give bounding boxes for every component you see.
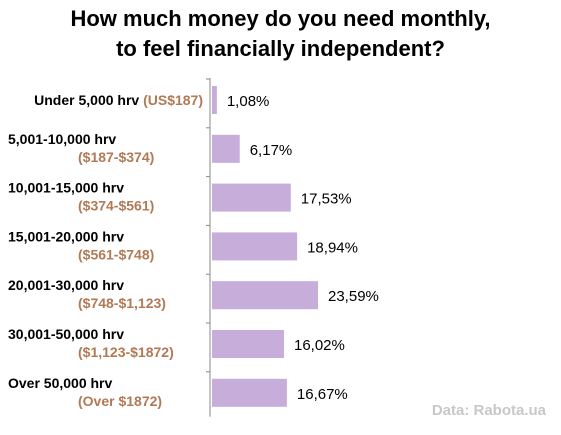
category-label-hrv: 15,001-20,000 hrv — [8, 228, 124, 244]
bar — [212, 232, 298, 261]
bar — [212, 134, 240, 163]
bar — [212, 281, 318, 310]
category-label-usd: ($748-$1,123) — [78, 295, 166, 311]
category-label-hrv: Over 50,000 hrv — [8, 375, 113, 391]
category-label-hrv: 30,001-50,000 hrv — [8, 326, 124, 342]
category-label-usd: (US$187) — [143, 92, 203, 108]
category-label-usd: ($561-$748) — [78, 246, 154, 262]
bar-value-label: 1,08% — [227, 93, 270, 110]
bar-value-label: 16,67% — [297, 386, 348, 403]
bar-value-label: 16,02% — [294, 337, 345, 354]
bar-value-label: 17,53% — [301, 191, 352, 208]
category-label-hrv: 20,001-30,000 hrv — [8, 277, 124, 293]
bar — [212, 86, 217, 114]
category-label-usd: (Over $1872) — [78, 393, 162, 409]
bar — [212, 183, 291, 212]
chart-title-line-2: to feel financially independent? — [116, 36, 445, 61]
chart-title-line-1: How much money do you need monthly, — [70, 6, 491, 31]
category-label-hrv: 5,001-10,000 hrv — [8, 131, 116, 147]
bar — [212, 330, 284, 358]
bar-value-label: 6,17% — [250, 142, 293, 159]
bar-value-label: 18,94% — [307, 239, 358, 256]
bar-value-label: 23,59% — [328, 288, 379, 305]
category-label-hrv: 10,001-15,000 hrv — [8, 180, 124, 196]
data-source: Data: Rabota.ua — [431, 402, 546, 419]
category-label-hrv: Under 5,000 hrv — [34, 92, 143, 108]
category-label-usd: ($374-$561) — [78, 198, 154, 214]
bar — [212, 378, 287, 407]
category-label-usd: ($1,123-$1872) — [78, 344, 174, 360]
category-label-usd: ($187-$374) — [78, 149, 154, 165]
category-label: Under 5,000 hrv (US$187) — [34, 92, 203, 108]
